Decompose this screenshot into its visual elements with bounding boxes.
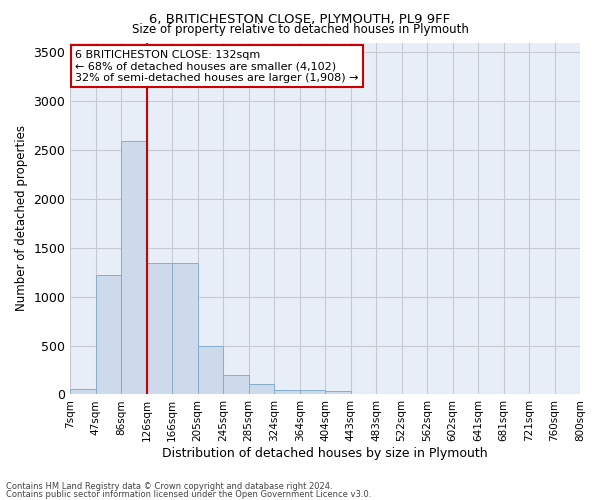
Bar	[223, 376, 248, 394]
Text: Contains HM Land Registry data © Crown copyright and database right 2024.: Contains HM Land Registry data © Crown c…	[6, 482, 332, 491]
Y-axis label: Number of detached properties: Number of detached properties	[15, 126, 28, 312]
Bar	[121, 141, 147, 395]
Bar	[274, 390, 299, 394]
Text: Size of property relative to detached houses in Plymouth: Size of property relative to detached ho…	[131, 22, 469, 36]
Bar	[325, 391, 350, 394]
X-axis label: Distribution of detached houses by size in Plymouth: Distribution of detached houses by size …	[163, 447, 488, 460]
Text: 6, BRITICHESTON CLOSE, PLYMOUTH, PL9 9FF: 6, BRITICHESTON CLOSE, PLYMOUTH, PL9 9FF	[149, 12, 451, 26]
Bar	[70, 388, 96, 394]
Bar	[198, 346, 223, 395]
Bar	[96, 275, 121, 394]
Text: Contains public sector information licensed under the Open Government Licence v3: Contains public sector information licen…	[6, 490, 371, 499]
Bar	[172, 264, 198, 394]
Text: 6 BRITICHESTON CLOSE: 132sqm
← 68% of detached houses are smaller (4,102)
32% of: 6 BRITICHESTON CLOSE: 132sqm ← 68% of de…	[76, 50, 359, 82]
Bar	[147, 264, 172, 394]
Bar	[299, 390, 325, 394]
Bar	[248, 384, 274, 394]
